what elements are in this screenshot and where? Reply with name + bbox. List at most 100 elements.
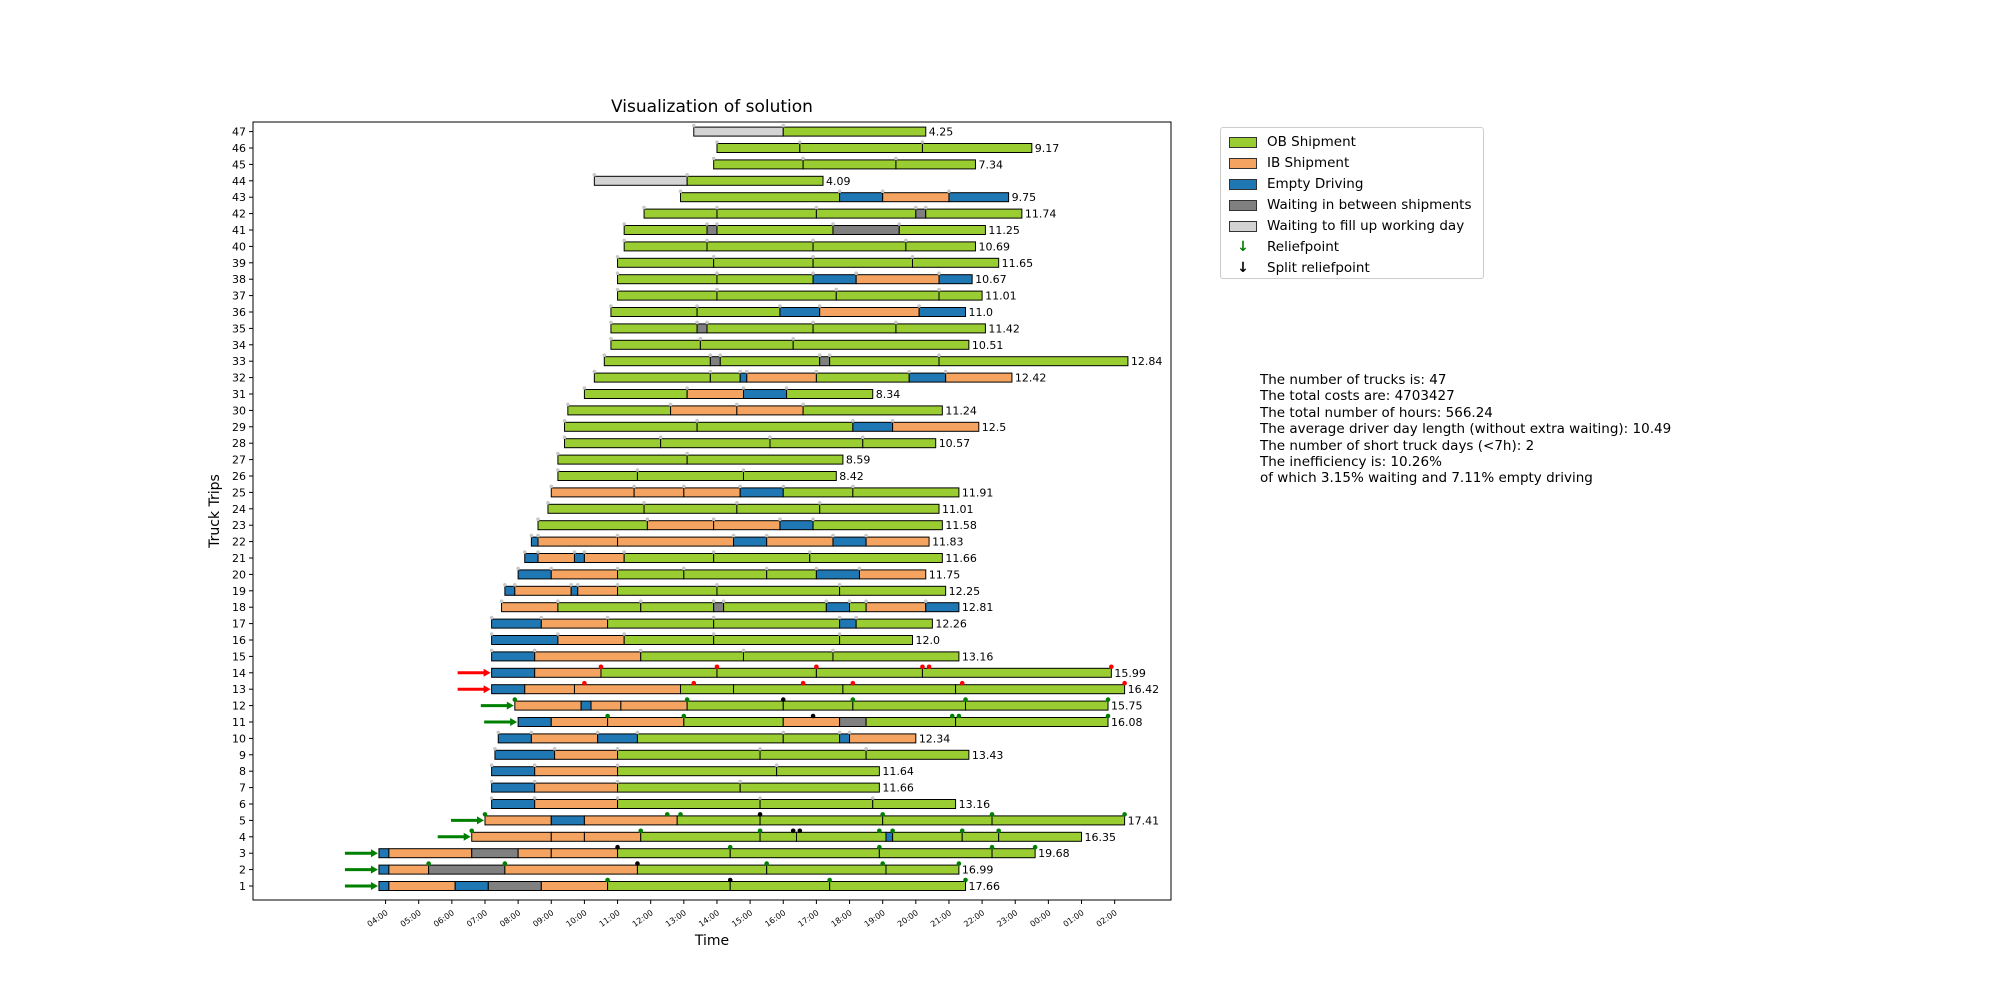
bar-segment-ob <box>852 700 967 711</box>
bar-segment-ib <box>550 569 619 580</box>
x-tick-label: 11:00 <box>598 908 622 929</box>
red-marker <box>800 680 806 686</box>
bar-value-label: 11.65 <box>1002 257 1034 270</box>
bar-segment-w <box>819 356 831 367</box>
bar-value-label: 13.16 <box>959 798 991 811</box>
boundary-marker <box>695 304 699 308</box>
boundary-marker <box>741 468 746 472</box>
boundary-marker <box>615 796 620 800</box>
bar-segment-ob <box>892 831 963 842</box>
bar-segment-ob <box>796 831 887 842</box>
bar-segment-ib <box>534 782 619 793</box>
relief-marker <box>684 697 690 702</box>
split-marker <box>790 828 796 834</box>
bar-segment-ib <box>534 651 642 662</box>
stat-breakdown: of which 3.15% waiting and 7.11% empty d… <box>1260 470 1593 487</box>
bar-segment-e <box>491 651 536 662</box>
stat-costs: The total costs are: 4703427 <box>1260 388 1455 405</box>
y-tick-label: 28 <box>232 437 246 450</box>
bar-value-label: 11.01 <box>942 503 974 516</box>
bar-segment-ib <box>945 372 1013 383</box>
bar-segment-ib <box>550 831 585 842</box>
bar-segment-ob <box>815 208 917 219</box>
boundary-marker <box>685 173 689 177</box>
bar-value-label: 11.75 <box>929 568 961 581</box>
bar-segment-ob <box>680 684 735 695</box>
x-tick-label: 22:00 <box>962 908 986 929</box>
y-tick-label: 9 <box>239 749 246 762</box>
bar-segment-ib <box>583 815 678 826</box>
legend-item-split: ↓ Split reliefpoint <box>1229 258 1370 278</box>
bar-segment-e <box>812 274 857 285</box>
bar-segment-ob <box>799 143 923 153</box>
bar-value-label: 11.24 <box>945 404 977 417</box>
boundary-marker <box>937 353 941 358</box>
x-tick-label: 13:00 <box>664 908 688 929</box>
bar-value-label: 11.01 <box>985 290 1017 303</box>
boundary-marker <box>817 304 822 308</box>
boundary-marker <box>516 566 520 571</box>
legend-label: Split reliefpoint <box>1267 260 1370 276</box>
bar-segment-ob <box>829 881 967 891</box>
bar-segment-e <box>742 389 788 399</box>
boundary-marker <box>811 271 815 276</box>
bar-segment-e <box>491 766 536 777</box>
bar-segment-ob <box>961 831 1000 842</box>
bar-segment-ib <box>882 192 950 203</box>
relief-marker <box>1105 697 1111 702</box>
boundary-marker <box>834 287 839 292</box>
boundary-marker <box>622 222 626 226</box>
y-tick-label: 2 <box>239 864 246 877</box>
y-axis-label: Truck Trips <box>207 474 223 549</box>
bar-value-label: 10.57 <box>939 437 971 450</box>
boundary-marker <box>698 337 703 341</box>
chart-title: Visualization of solution <box>611 97 813 117</box>
bar-segment-e <box>938 274 973 285</box>
boundary-marker <box>837 583 842 587</box>
boundary-marker <box>549 566 554 571</box>
bar-segment-ob <box>607 618 715 629</box>
bar-segment-ib <box>620 700 688 711</box>
bar-value-label: 11.58 <box>945 519 977 532</box>
bar-segment-ob <box>617 274 718 285</box>
relief-marker <box>678 812 683 817</box>
bar-segment-ob <box>812 257 914 268</box>
relief-marker <box>850 697 856 702</box>
bar-segment-e <box>491 667 536 678</box>
bar-segment-ob <box>610 339 701 350</box>
x-tick-label: 14:00 <box>697 908 721 929</box>
x-tick-label: 07:00 <box>465 908 489 929</box>
boundary-marker <box>695 320 699 325</box>
bar-segment-ob <box>660 438 771 449</box>
boundary-marker <box>638 599 643 603</box>
legend-label: Empty Driving <box>1267 176 1364 192</box>
boundary-marker <box>572 550 577 554</box>
bar-segment-ob <box>676 815 761 826</box>
relief-arrowhead <box>370 882 378 890</box>
boundary-marker <box>536 533 540 538</box>
bar-segment-ob <box>716 143 801 153</box>
bar-segment-ob <box>643 503 738 514</box>
bar-segment-ob <box>719 356 821 367</box>
y-tick-label: 8 <box>239 765 246 778</box>
bar-segment-e <box>825 602 851 613</box>
bar-segment-ib <box>534 766 619 777</box>
bar-segment-ob <box>557 454 688 465</box>
relief-marker <box>989 844 995 850</box>
bar-segment-ob <box>623 225 708 235</box>
relief-arrowhead <box>483 685 491 694</box>
bar-segment-w <box>428 864 506 875</box>
bar-segment-ib <box>766 536 834 547</box>
boundary-marker <box>923 599 928 603</box>
bar-segment-e <box>852 421 894 432</box>
y-tick-label: 5 <box>239 814 246 827</box>
y-tick-label: 39 <box>232 257 246 270</box>
boundary-marker <box>549 484 554 489</box>
bar-segment-ob <box>782 733 841 744</box>
boundary-marker <box>897 222 902 226</box>
boundary-marker <box>943 369 948 374</box>
bar-value-label: 10.67 <box>975 273 1007 286</box>
bar-segment-ib <box>471 831 552 842</box>
bar-segment-ob <box>815 372 910 383</box>
boundary-marker <box>890 419 895 423</box>
